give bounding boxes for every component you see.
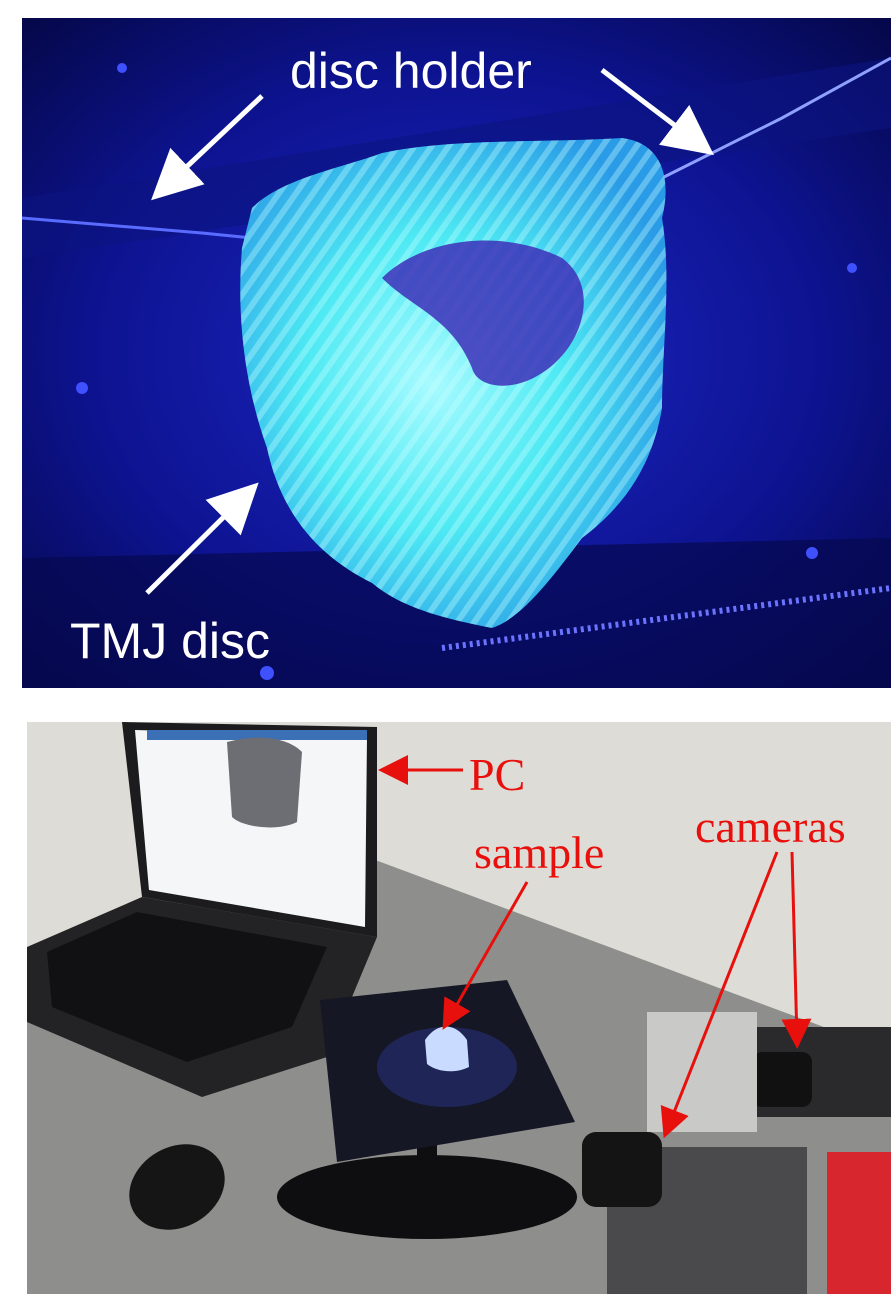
plate-dot [806, 547, 818, 559]
arrow-to-sample [442, 881, 529, 1030]
arrow-to-tmj-disc [145, 482, 259, 595]
arrow-to-right-holder [600, 68, 714, 156]
computer-mouse [129, 1144, 225, 1230]
laptop-screen [135, 730, 367, 927]
plate-dot [117, 63, 127, 73]
disc-holder-left-wire [22, 216, 253, 240]
arrow-to-lower-camera [660, 851, 779, 1139]
label-disc-holder: disc holder [290, 43, 532, 99]
label-cameras: cameras [695, 801, 846, 852]
disc-holder-right-wire [661, 56, 891, 180]
sample-on-plate [425, 1026, 469, 1072]
laptop-keyboard [47, 912, 327, 1062]
screen-3d-model [227, 737, 302, 828]
plate-dot [76, 382, 88, 394]
label-sample: sample [474, 827, 605, 878]
plate-dot [847, 263, 857, 273]
fluorescent-scene-drawing [22, 18, 891, 688]
label-tmj-disc: TMJ disc [70, 613, 270, 669]
photo-experimental-setup: PC sample cameras [27, 722, 891, 1294]
plate-dot [260, 666, 274, 680]
arrow-to-upper-camera [781, 851, 812, 1049]
plate-serrated-edge [441, 585, 891, 651]
label-pc: PC [469, 749, 526, 800]
turntable-base [277, 1155, 577, 1239]
disc-central-depression [382, 240, 584, 386]
arrow-to-left-holder [151, 94, 264, 201]
camera-lower-lens [582, 1132, 662, 1207]
photo-tmj-disc-fluorescent: disc holder TMJ disc [22, 18, 891, 688]
bottom-panel-arrows [378, 755, 812, 1139]
camera-upper-lens [752, 1052, 812, 1107]
red-device [827, 1152, 891, 1294]
screen-titlebar [147, 730, 367, 740]
top-panel-arrows [145, 68, 714, 595]
